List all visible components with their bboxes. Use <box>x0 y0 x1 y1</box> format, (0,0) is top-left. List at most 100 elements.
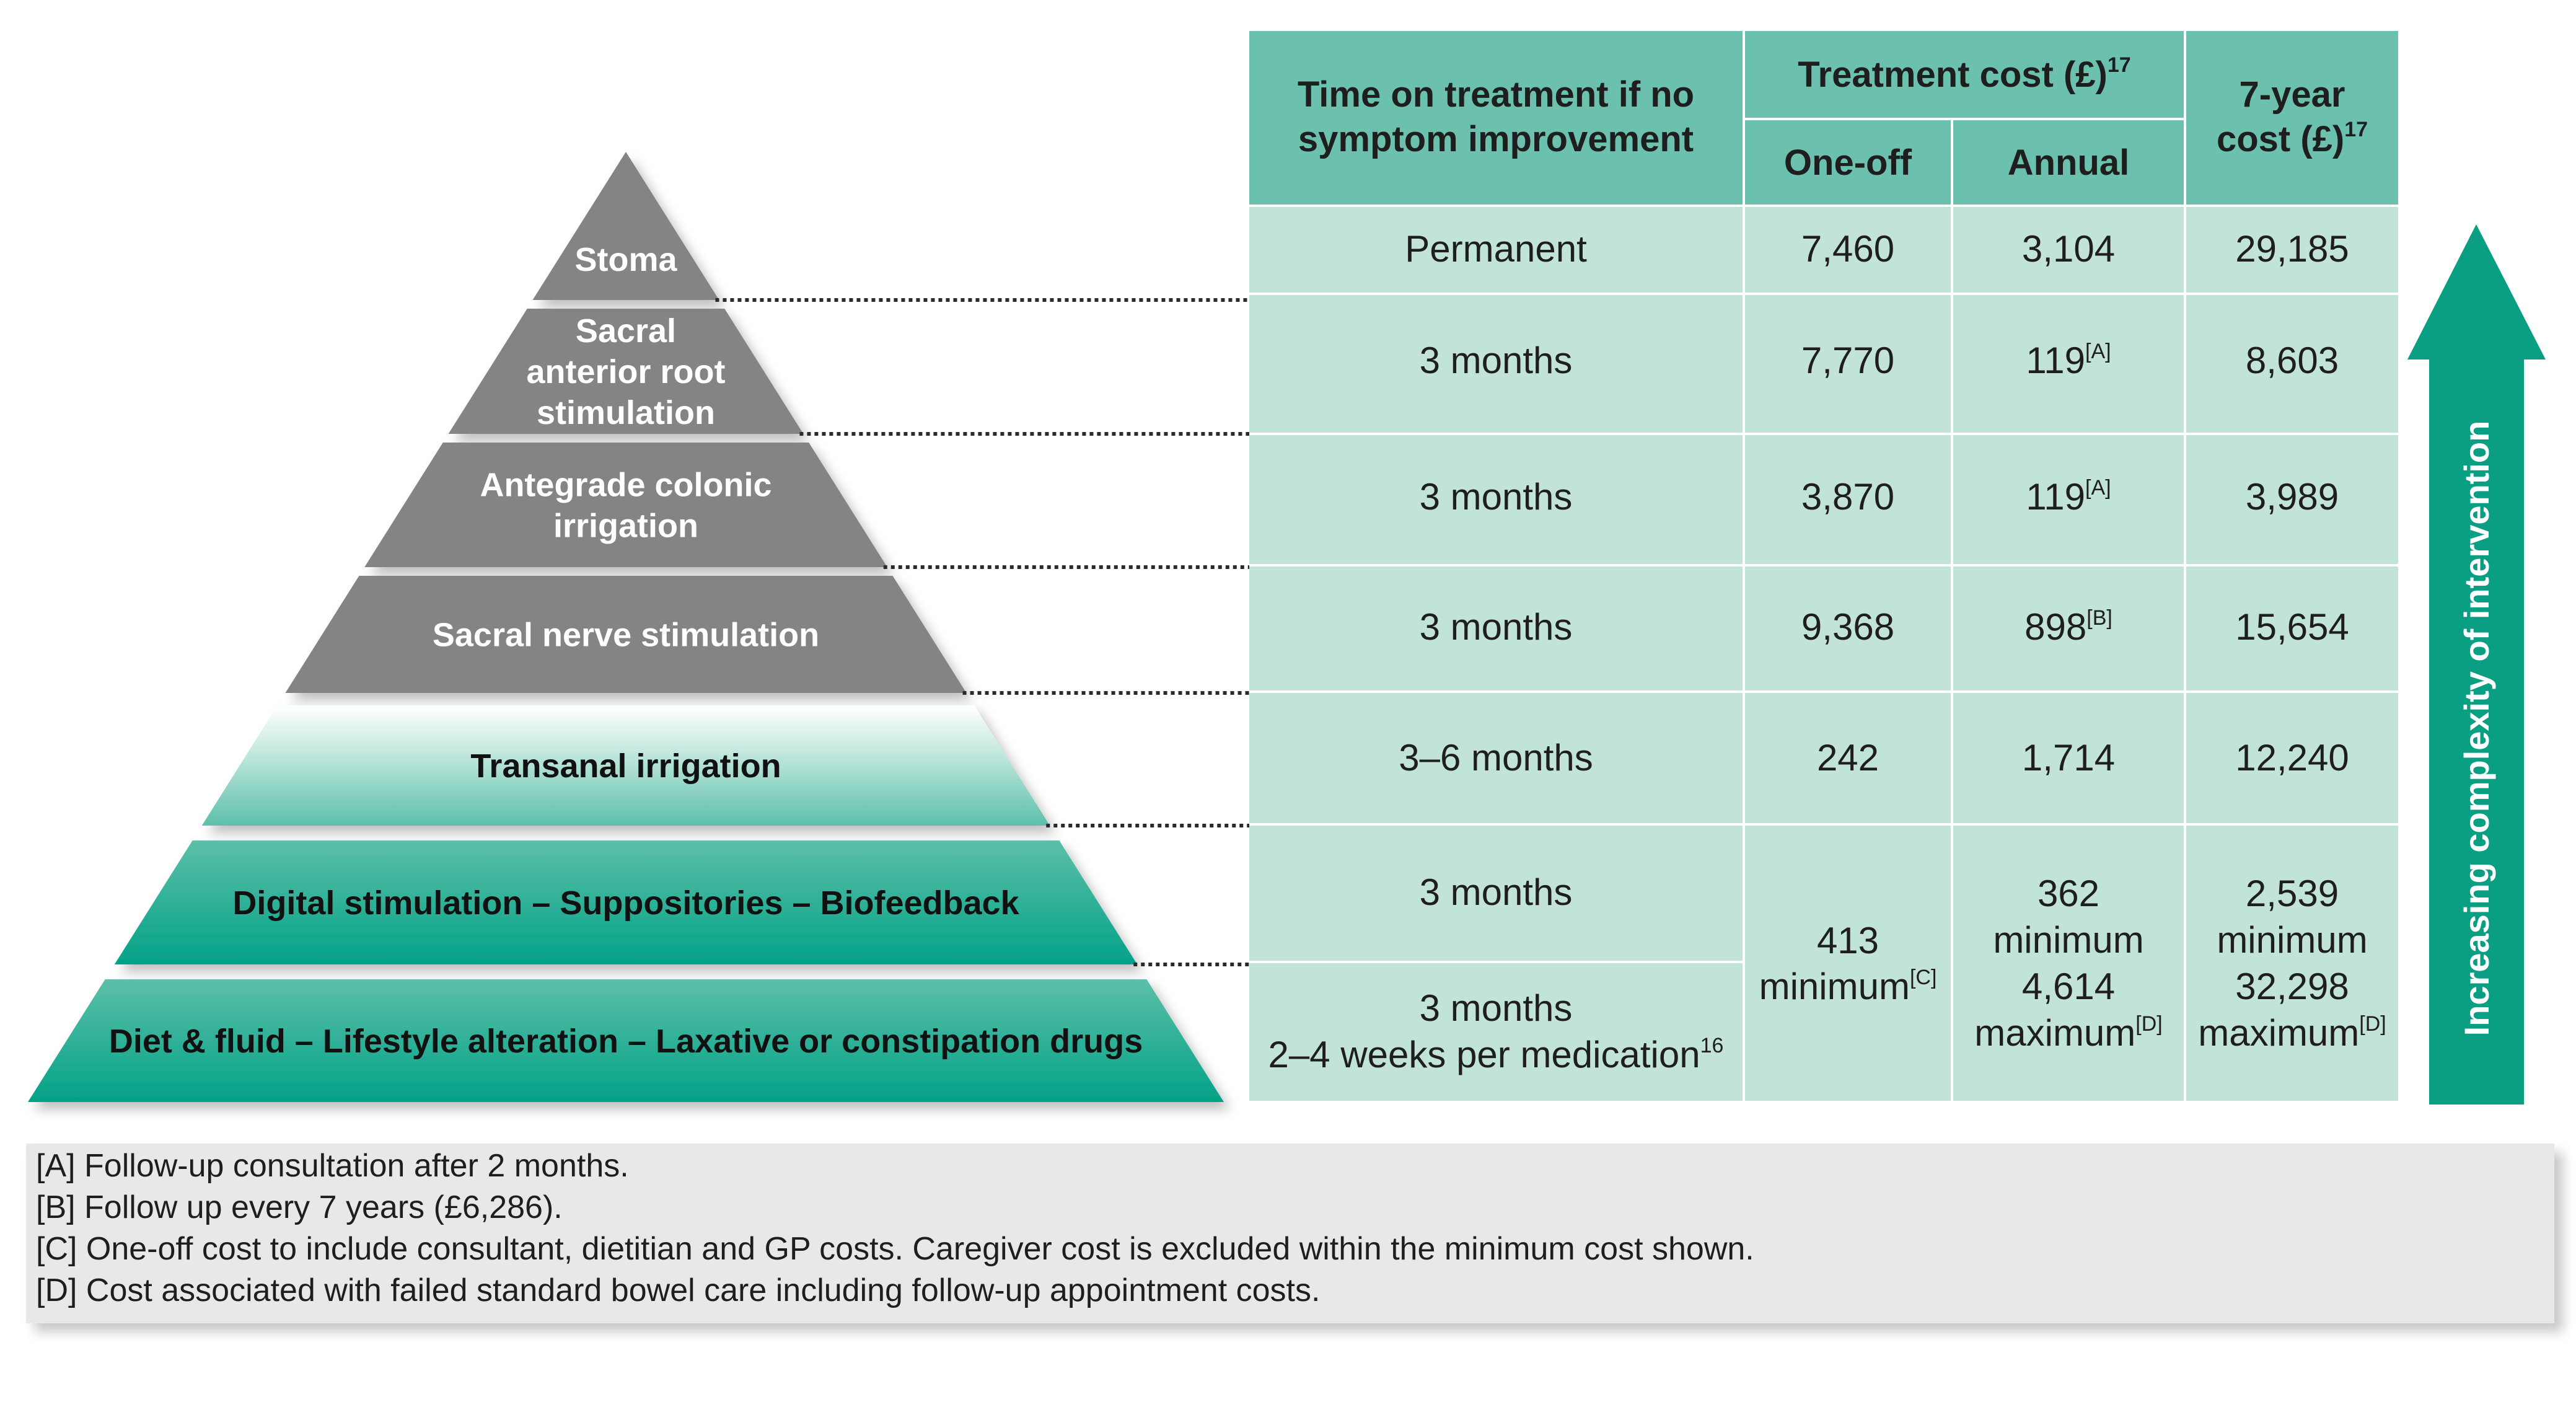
row-annual-ref: [B] <box>2086 606 2112 630</box>
table-cell <box>1249 693 1743 823</box>
merged-seven-ref: [D] <box>2359 1012 2386 1036</box>
merged-one-off-value: 413 <box>1817 920 1879 961</box>
pyramid-level-label: stimulation <box>537 394 715 431</box>
merged-seven-max-qualifier: maximum[D] <box>2198 1012 2386 1054</box>
table-cell <box>1249 207 1743 293</box>
header-time-line1: Time on treatment if no <box>1298 74 1694 115</box>
row-one-off: 3,870 <box>1801 476 1894 518</box>
row-annual: 119[A] <box>2026 476 2111 518</box>
up-arrow-shape <box>2407 224 2546 1105</box>
header-treatment-cost: Treatment cost (£)17 <box>1798 53 2130 95</box>
table-cell <box>1745 207 1951 293</box>
pyramid-level-label: Antegrade colonic <box>480 466 771 503</box>
row-one-off: 7,460 <box>1801 228 1894 270</box>
merged-seven-year-cell <box>2186 826 2398 1101</box>
pyramid-level-label: Sacral <box>576 312 676 350</box>
header-time-line2: symptom improvement <box>1298 119 1694 159</box>
pyramid-level-2 <box>448 309 804 434</box>
footnote-b: [B] Follow up every 7 years (£6,286). <box>36 1189 563 1225</box>
merged-one-off-cell <box>1745 826 1951 1101</box>
row-seven-year: 15,654 <box>2235 606 2349 648</box>
pyramid-level-label: Sacral nerve stimulation <box>433 616 819 653</box>
table-header-annual-bg <box>1953 120 2184 205</box>
merged-one-off-ref: [C] <box>1910 966 1936 989</box>
merged-time-b-line1: 3 months <box>1420 987 1573 1029</box>
row-annual-value: 119 <box>2026 340 2085 381</box>
row-annual-value: 119 <box>2026 476 2085 518</box>
row-annual: 3,104 <box>2022 228 2115 270</box>
row-annual-value: 3,104 <box>2022 228 2115 270</box>
merged-annual-min-qualifier: minimum <box>1993 919 2143 961</box>
merged-time-cell-b <box>1249 963 1743 1101</box>
row-time: Permanent <box>1405 228 1587 270</box>
table-cell <box>1249 295 1743 433</box>
row-annual: 898[B] <box>2024 606 2112 648</box>
merged-seven-min-qualifier: minimum <box>2217 919 2367 961</box>
table-cell <box>1745 567 1951 690</box>
merged-annual-ref: [D] <box>2135 1012 2162 1036</box>
table-header-time-bg <box>1249 31 1743 205</box>
cost-table <box>1249 31 2398 1101</box>
table-cell <box>2186 567 2398 690</box>
row-time: 3 months <box>1420 340 1573 381</box>
table-cell <box>1745 435 1951 564</box>
table-cell <box>2186 435 2398 564</box>
table-cell <box>1953 295 2184 433</box>
table-cell <box>1745 693 1951 823</box>
footnote-d: [D] Cost associated with failed standard… <box>36 1272 1321 1308</box>
table-cell <box>1953 435 2184 564</box>
header-seven-year-line2: cost (£)17 <box>2217 118 2368 159</box>
merged-annual-max-value: 4,614 <box>2022 966 2115 1007</box>
table-body-text: Permanent 7,460 3,104 29,185 3 months 7,770 11… <box>1399 228 2349 778</box>
merged-time-b-line2: 2–4 weeks per medication16 <box>1268 1034 1724 1075</box>
table-cell <box>1953 567 2184 690</box>
pyramid-level-4 <box>285 576 967 693</box>
table-cell <box>1249 567 1743 690</box>
pyramid-level-label: Stoma <box>574 241 677 278</box>
table-cell <box>1953 207 2184 293</box>
footnotes-panel: [A] Follow-up consultation after 2 month… <box>26 1144 2554 1323</box>
row-one-off: 9,368 <box>1801 606 1894 648</box>
table-header-treatment-cost-bg <box>1745 31 2184 118</box>
row-time: 3 months <box>1420 476 1573 518</box>
pyramid-level-7 <box>28 979 1224 1102</box>
table-cell <box>2186 207 2398 293</box>
header-seven-year-ref: 17 <box>2344 118 2368 141</box>
row-time: 3 months <box>1420 606 1573 648</box>
header-annual: Annual <box>2008 143 2130 183</box>
merged-seven-min-value: 2,539 <box>2246 873 2339 914</box>
row-seven-year: 8,603 <box>2246 340 2339 381</box>
row-one-off: 7,770 <box>1801 340 1894 381</box>
pyramid-level-label: Digital stimulation – Suppositories – Bi… <box>232 884 1019 922</box>
merged-one-off-qualifier: minimum[C] <box>1759 966 1937 1007</box>
row-annual-value: 1,714 <box>2022 737 2115 778</box>
row-one-off: 242 <box>1817 737 1879 778</box>
row-seven-year: 3,989 <box>2246 476 2339 518</box>
pyramid-level-label: anterior root <box>526 353 725 390</box>
arrow-label: Increasing complexity of intervention <box>2457 421 2496 1036</box>
row-seven-year: 29,185 <box>2235 228 2349 270</box>
header-treatment-cost-ref: 17 <box>2108 53 2131 77</box>
merged-time-a: 3 months <box>1420 871 1573 913</box>
merged-annual-cell <box>1953 826 2184 1101</box>
table-header-seven-year-bg <box>2186 31 2398 205</box>
table-cell <box>2186 295 2398 433</box>
row-annual-ref: [A] <box>2085 340 2111 363</box>
complexity-arrow: Increasing complexity of intervention <box>2407 224 2546 1105</box>
table-header-one-off-bg <box>1745 120 1951 205</box>
merged-time-b-ref: 16 <box>1700 1034 1724 1057</box>
table-body-cells <box>1249 207 2398 1101</box>
pyramid-level-1 <box>532 152 719 300</box>
table-cell <box>1953 693 2184 823</box>
row-annual-ref: [A] <box>2085 476 2111 500</box>
pyramid-level-label: Transanal irrigation <box>470 747 781 785</box>
merged-seven-max-value: 32,298 <box>2235 966 2349 1007</box>
table-cell <box>1249 435 1743 564</box>
dotted-connectors <box>715 298 1249 966</box>
header-one-off: One-off <box>1784 143 1912 183</box>
pyramid-level-5 <box>201 705 1050 826</box>
row-time: 3–6 months <box>1399 737 1593 778</box>
header-seven-year-line1: 7-year <box>2240 74 2345 115</box>
